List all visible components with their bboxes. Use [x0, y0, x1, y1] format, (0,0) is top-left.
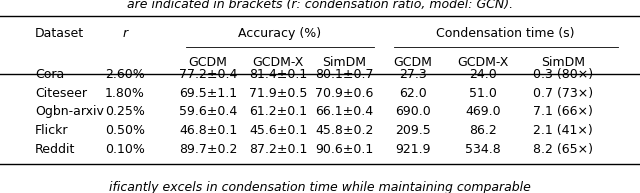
- Text: GCDM: GCDM: [394, 56, 432, 69]
- Text: 921.9: 921.9: [395, 143, 431, 156]
- Text: 70.9±0.6: 70.9±0.6: [315, 86, 374, 100]
- Text: 534.8: 534.8: [465, 143, 501, 156]
- Text: SimDM: SimDM: [541, 56, 585, 69]
- Text: 1.80%: 1.80%: [105, 86, 145, 100]
- Text: 90.6±0.1: 90.6±0.1: [315, 143, 374, 156]
- Text: SimDM: SimDM: [323, 56, 366, 69]
- Text: 71.9±0.5: 71.9±0.5: [249, 86, 308, 100]
- Text: 209.5: 209.5: [395, 124, 431, 137]
- Text: 0.3 (80×): 0.3 (80×): [533, 68, 593, 81]
- Text: 62.0: 62.0: [399, 86, 427, 100]
- Text: 2.1 (41×): 2.1 (41×): [533, 124, 593, 137]
- Text: 7.1 (66×): 7.1 (66×): [533, 105, 593, 118]
- Text: 87.2±0.1: 87.2±0.1: [249, 143, 308, 156]
- Text: 690.0: 690.0: [395, 105, 431, 118]
- Text: Accuracy (%): Accuracy (%): [239, 27, 321, 40]
- Text: 81.4±0.1: 81.4±0.1: [249, 68, 308, 81]
- Text: Flickr: Flickr: [35, 124, 68, 137]
- Text: Condensation time (s): Condensation time (s): [436, 27, 575, 40]
- Text: 8.2 (65×): 8.2 (65×): [533, 143, 593, 156]
- Text: 77.2±0.4: 77.2±0.4: [179, 68, 237, 81]
- Text: 51.0: 51.0: [469, 86, 497, 100]
- Text: 45.8±0.2: 45.8±0.2: [315, 124, 374, 137]
- Text: 0.50%: 0.50%: [105, 124, 145, 137]
- Text: 24.0: 24.0: [469, 68, 497, 81]
- Text: Ogbn-arxiv: Ogbn-arxiv: [35, 105, 104, 118]
- Text: 86.2: 86.2: [469, 124, 497, 137]
- Text: 45.6±0.1: 45.6±0.1: [249, 124, 308, 137]
- Text: 27.3: 27.3: [399, 68, 427, 81]
- Text: 59.6±0.4: 59.6±0.4: [179, 105, 237, 118]
- Text: 0.10%: 0.10%: [105, 143, 145, 156]
- Text: 80.1±0.7: 80.1±0.7: [315, 68, 374, 81]
- Text: 69.5±1.1: 69.5±1.1: [179, 86, 237, 100]
- Text: 89.7±0.2: 89.7±0.2: [179, 143, 237, 156]
- Text: GCDM-X: GCDM-X: [253, 56, 304, 69]
- Text: Cora: Cora: [35, 68, 65, 81]
- Text: 46.8±0.1: 46.8±0.1: [179, 124, 237, 137]
- Text: 469.0: 469.0: [465, 105, 501, 118]
- Text: Dataset: Dataset: [35, 27, 84, 40]
- Text: ificantly excels in condensation time while maintaining comparable: ificantly excels in condensation time wh…: [109, 181, 531, 193]
- Text: 0.7 (73×): 0.7 (73×): [533, 86, 593, 100]
- Text: Reddit: Reddit: [35, 143, 76, 156]
- Text: are indicated in brackets (r: condensation ratio, model: GCN).: are indicated in brackets (r: condensati…: [127, 0, 513, 11]
- Text: GCDM: GCDM: [189, 56, 227, 69]
- Text: 0.25%: 0.25%: [105, 105, 145, 118]
- Text: Citeseer: Citeseer: [35, 86, 87, 100]
- Text: r: r: [122, 27, 127, 40]
- Text: 66.1±0.4: 66.1±0.4: [316, 105, 373, 118]
- Text: 2.60%: 2.60%: [105, 68, 145, 81]
- Text: GCDM-X: GCDM-X: [458, 56, 509, 69]
- Text: 61.2±0.1: 61.2±0.1: [250, 105, 307, 118]
